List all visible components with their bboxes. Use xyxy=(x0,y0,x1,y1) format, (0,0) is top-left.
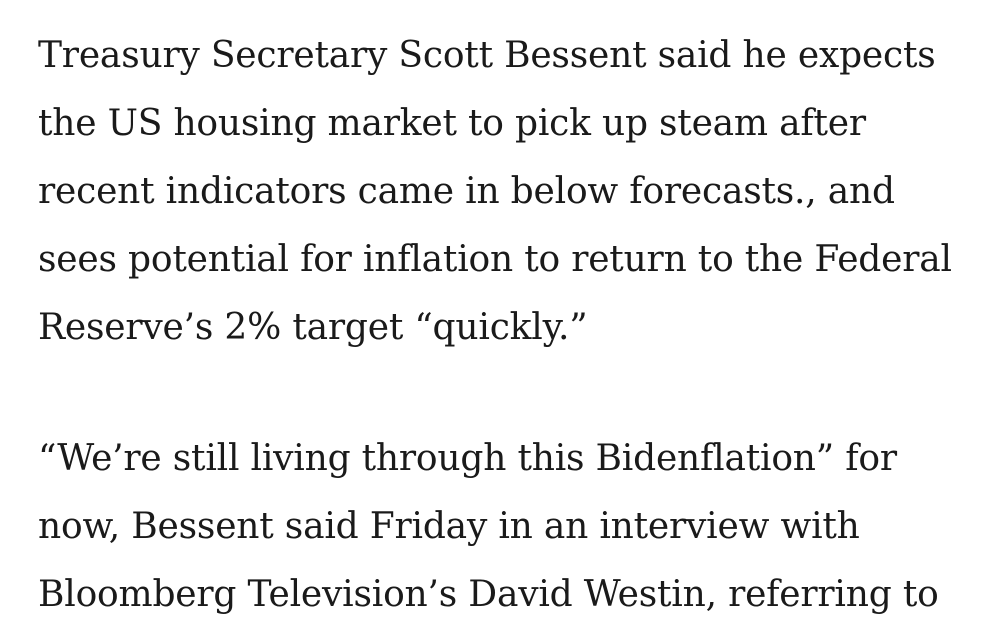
paragraph-line: now, Bessent said Friday in an interview… xyxy=(38,506,860,547)
article-paragraph-2: “We’re still living through this Bidenfl… xyxy=(38,425,1000,626)
paragraph-line: “We’re still living through this Bidenfl… xyxy=(38,438,897,479)
paragraph-line: the US housing market to pick up steam a… xyxy=(38,103,866,144)
paragraph-line: Treasury Secretary Scott Bessent said he… xyxy=(38,35,936,76)
paragraph-line: Reserve’s 2% target “quickly.” xyxy=(38,307,588,348)
article-paragraph-1: Treasury Secretary Scott Bessent said he… xyxy=(38,22,1000,362)
paragraph-line: Bloomberg Television’s David Westin, ref… xyxy=(38,574,939,615)
paragraph-line: recent indicators came in below forecast… xyxy=(38,171,895,212)
paragraph-line: sees potential for inflation to return t… xyxy=(38,239,952,280)
